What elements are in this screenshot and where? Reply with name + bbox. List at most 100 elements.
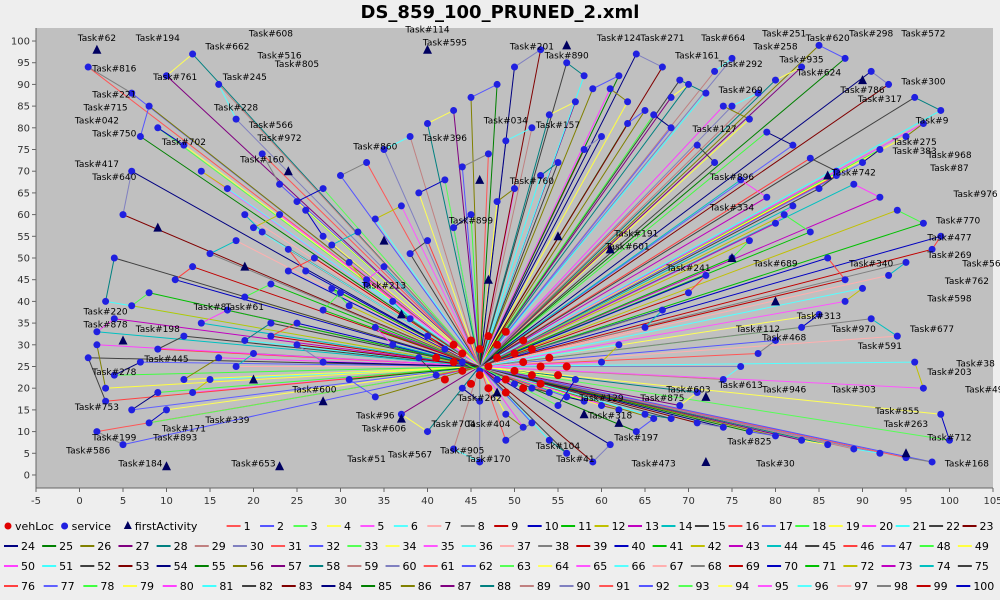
first-activity-point xyxy=(92,44,102,54)
route-segment xyxy=(157,335,185,350)
route-segment xyxy=(244,214,263,233)
first-activity-point xyxy=(283,166,293,176)
route-line xyxy=(479,136,602,367)
route-segment xyxy=(87,66,132,94)
service-point xyxy=(154,389,162,397)
task-label: Task#271 xyxy=(639,34,684,44)
legend-route-label: 75 xyxy=(975,560,989,573)
route-line xyxy=(270,322,480,367)
service-point xyxy=(763,128,771,136)
vehicle-location-point xyxy=(484,384,493,393)
legend-route-label: 12 xyxy=(612,520,626,533)
service-point xyxy=(859,159,866,167)
route-segment xyxy=(366,266,385,281)
route-line xyxy=(470,97,481,367)
service-point xyxy=(171,276,179,284)
service-point xyxy=(598,132,605,140)
service-point xyxy=(267,280,275,288)
service-point xyxy=(223,306,231,314)
service-point xyxy=(937,232,945,240)
route-line xyxy=(479,105,724,367)
legend-route-label: 67 xyxy=(670,560,684,573)
task-label: Task#340 xyxy=(848,260,893,270)
vehicle-location-point xyxy=(562,362,571,371)
service-point xyxy=(432,371,440,379)
vehicle-location-point xyxy=(527,345,536,354)
legend-route-label: 65 xyxy=(593,560,607,573)
route-segment xyxy=(844,287,863,302)
legend-route-label: 76 xyxy=(21,580,35,593)
service-point xyxy=(232,362,240,370)
x-tick-label: 55 xyxy=(552,496,565,507)
x-tick-label: 105 xyxy=(983,496,1000,507)
task-label: Task#677 xyxy=(909,325,954,335)
route-line xyxy=(479,366,524,428)
task-label: Task#689 xyxy=(752,260,797,270)
x-tick-label: 40 xyxy=(421,496,434,507)
service-point xyxy=(110,254,118,262)
legend-route-label: 69 xyxy=(746,560,760,573)
route-segment xyxy=(287,249,307,272)
service-point xyxy=(841,276,849,284)
vehicle-location-point xyxy=(467,379,475,388)
route-segment xyxy=(157,127,185,146)
route-segment xyxy=(505,422,533,441)
service-point xyxy=(876,146,884,154)
route-segment xyxy=(670,84,689,98)
service-point xyxy=(223,185,231,193)
service-point xyxy=(911,93,919,101)
first-activity-point xyxy=(249,374,258,384)
x-tick-label: 25 xyxy=(291,496,304,507)
legend-route-label: 26 xyxy=(97,540,111,553)
task-label: Task#893 xyxy=(152,433,197,443)
task-label: Task#30 xyxy=(755,459,795,469)
task-label: Task#221 xyxy=(91,90,136,100)
route-line xyxy=(218,84,481,367)
route-line xyxy=(175,279,480,367)
route-segment xyxy=(905,457,933,463)
legend-route-label: 41 xyxy=(670,540,684,553)
legend-route-label: 36 xyxy=(479,540,493,553)
legend-route-label: 43 xyxy=(746,540,760,553)
task-label: Task#825 xyxy=(726,438,771,448)
service-point xyxy=(824,254,832,262)
y-tick-label: 70 xyxy=(17,167,30,178)
x-tick-label: 95 xyxy=(900,496,913,507)
service-point xyxy=(693,389,701,397)
service-point xyxy=(128,167,136,175)
route-line xyxy=(479,179,741,367)
task-label: Task#742 xyxy=(831,169,876,179)
service-point xyxy=(145,289,153,297)
task-label: Task#168 xyxy=(944,459,989,469)
route-segment xyxy=(566,62,585,77)
first-activity-point xyxy=(492,387,502,397)
service-point xyxy=(641,410,649,418)
route-segment xyxy=(340,162,367,176)
task-label: Task#8 xyxy=(193,303,227,313)
route-line xyxy=(183,365,480,381)
legend-route-label: 71 xyxy=(822,560,836,573)
service-point xyxy=(937,410,945,418)
x-tick-label: 15 xyxy=(204,496,217,507)
legend-route-label: 29 xyxy=(212,540,226,553)
service-point xyxy=(850,180,858,188)
route-line xyxy=(479,214,785,367)
task-label: Task#201 xyxy=(509,43,554,53)
route-line xyxy=(261,153,481,367)
service-point xyxy=(189,389,197,397)
legend-route-label: 94 xyxy=(735,580,749,593)
legend-route-label: 73 xyxy=(899,560,913,573)
service-point xyxy=(615,406,623,414)
legend-route-label: 45 xyxy=(822,540,836,553)
task-label: Task#300 xyxy=(900,77,945,87)
route-line xyxy=(479,366,620,411)
task-label: Task#034 xyxy=(483,116,528,126)
vehicle-location-point xyxy=(432,353,441,362)
task-label: Task#761 xyxy=(152,73,197,83)
first-activity-point xyxy=(275,461,285,471)
task-label: Task#278 xyxy=(91,368,136,378)
task-label: Task#606 xyxy=(361,425,406,435)
vehicle-location-point xyxy=(493,353,502,362)
task-label: Task#702 xyxy=(161,138,206,148)
legend-route-label: 92 xyxy=(656,580,670,593)
